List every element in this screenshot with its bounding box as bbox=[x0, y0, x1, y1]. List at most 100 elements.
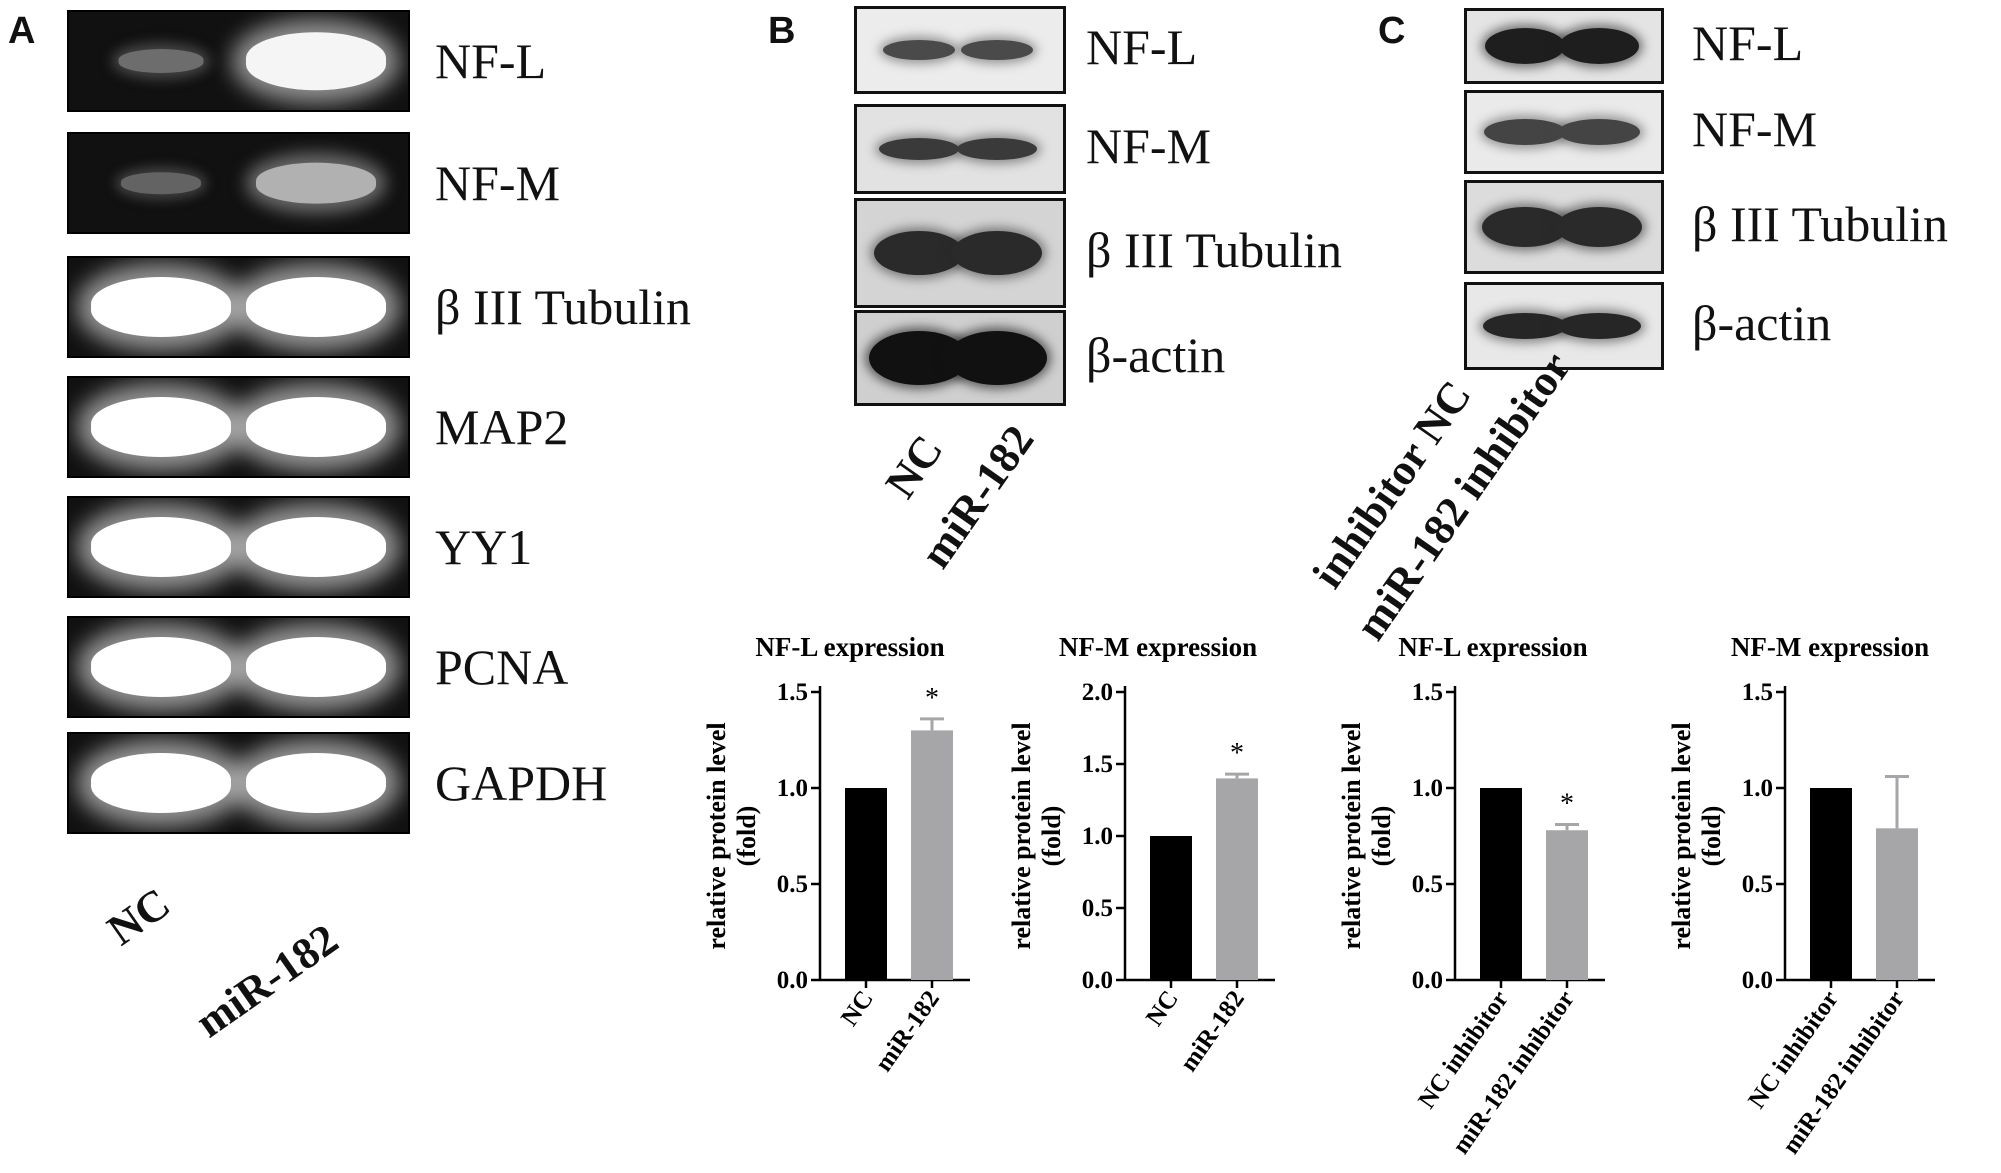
y-tick-label: 0.0 bbox=[777, 967, 808, 994]
lane-label-nc-b: NC bbox=[875, 426, 953, 507]
chart-title: NF-M expression bbox=[1731, 632, 1929, 662]
lane-label-nc-a: NC bbox=[98, 878, 179, 955]
gel-strip-nf-m bbox=[67, 132, 410, 234]
blot-c-band-0-nf-m bbox=[1484, 119, 1567, 145]
significance-mark-1: * bbox=[1230, 738, 1244, 769]
gel-strip-pcna bbox=[67, 616, 410, 718]
blot-b-label-nf-m: NF-M bbox=[1086, 118, 1212, 174]
bar-1 bbox=[1876, 828, 1918, 980]
panel-letter-b: B bbox=[768, 10, 796, 52]
y-tick-label: 1.0 bbox=[1082, 823, 1113, 850]
blot-b-band-0-nf-m bbox=[878, 138, 959, 160]
gel-label-map2: MAP2 bbox=[435, 399, 569, 455]
gel-strip-gapdh bbox=[67, 732, 410, 834]
significance-mark-1: * bbox=[1560, 788, 1574, 819]
blot-c-label--actin: β-actin bbox=[1692, 295, 1832, 351]
y-axis-label: relative protein level(fold) bbox=[1337, 722, 1396, 949]
y-tick-label: 0.0 bbox=[1412, 967, 1443, 994]
blot-b-row--iii-tubulin bbox=[854, 198, 1066, 308]
bar-1 bbox=[911, 730, 953, 980]
blot-c-band-1--iii-tubulin bbox=[1555, 207, 1642, 247]
significance-mark-1: * bbox=[925, 683, 939, 714]
panel-letter-a: A bbox=[8, 10, 36, 52]
x-tick-label-0: NC bbox=[836, 986, 879, 1031]
gel-strip--iii-tubulin bbox=[67, 256, 410, 358]
blot-b-band-1-nf-m bbox=[957, 138, 1038, 160]
blot-c-band-1-nf-m bbox=[1557, 119, 1640, 145]
gel-strip-map2 bbox=[67, 376, 410, 478]
gel-band-mir182-pcna bbox=[246, 637, 387, 697]
y-tick-label: 1.0 bbox=[1412, 775, 1443, 802]
y-tick-label: 0.0 bbox=[1742, 967, 1773, 994]
x-tick-label-1: miR-182 inhibitor bbox=[1777, 986, 1909, 1159]
y-axis-label: relative protein level(fold) bbox=[1667, 722, 1726, 949]
gel-band-mir182-gapdh bbox=[246, 753, 387, 813]
chart-nfm-inhibitor: NF-M expression relative protein level(fo… bbox=[1667, 632, 1935, 1159]
blot-b-band-1--iii-tubulin bbox=[952, 231, 1043, 275]
y-tick-label: 1.5 bbox=[1412, 679, 1443, 706]
blot-b-label--iii-tubulin: β III Tubulin bbox=[1086, 222, 1343, 278]
chart-nfm-mir182: NF-M expression relative protein level(fo… bbox=[1007, 632, 1275, 1077]
y-axis-label-line1: relative protein level bbox=[702, 722, 731, 949]
y-axis-label-line2: (fold) bbox=[1367, 806, 1396, 867]
gel-label-gapdh: GAPDH bbox=[435, 755, 608, 811]
blot-c-row--actin bbox=[1464, 282, 1664, 370]
chart-title: NF-M expression bbox=[1059, 632, 1257, 662]
gel-label-nf-l: NF-L bbox=[435, 33, 547, 89]
gel-label-yy1: YY1 bbox=[435, 519, 533, 575]
bar-0 bbox=[1810, 788, 1852, 980]
chart-nfl-mir182: NF-L expression relative protein level(fo… bbox=[702, 632, 970, 1077]
gel-band-mir182-map2 bbox=[246, 397, 387, 457]
y-tick-label: 0.5 bbox=[1412, 871, 1443, 898]
gel-band-nc-map2 bbox=[90, 397, 231, 457]
blot-c-row--iii-tubulin bbox=[1464, 180, 1664, 274]
y-tick-label: 1.5 bbox=[1082, 751, 1113, 778]
gel-band-mir182--iii-tubulin bbox=[246, 277, 387, 337]
y-tick-label: 0.5 bbox=[1082, 895, 1113, 922]
x-tick-label-1: miR-182 bbox=[1175, 986, 1250, 1077]
blot-b-label-nf-l: NF-L bbox=[1086, 19, 1198, 75]
gel-strip-nf-l bbox=[67, 10, 410, 112]
gel-band-nc-nf-l bbox=[118, 49, 204, 73]
y-axis-label-line2: (fold) bbox=[1697, 806, 1726, 867]
chart-title: NF-L expression bbox=[755, 632, 944, 662]
blot-b-row--actin bbox=[854, 310, 1066, 406]
blot-c-band-1-nf-l bbox=[1558, 28, 1639, 64]
gel-band-mir182-nf-m bbox=[256, 162, 377, 204]
x-tick-label-1: miR-182 bbox=[870, 986, 945, 1077]
bar-0 bbox=[845, 788, 887, 980]
blot-b-band-1-nf-l bbox=[961, 40, 1034, 60]
bar-0 bbox=[1480, 788, 1522, 980]
y-axis-label-line1: relative protein level bbox=[1667, 722, 1696, 949]
y-tick-label: 0.0 bbox=[1082, 967, 1113, 994]
gel-band-mir182-yy1 bbox=[246, 517, 387, 577]
gel-strip-yy1 bbox=[67, 496, 410, 598]
blot-b-band-0--iii-tubulin bbox=[873, 231, 964, 275]
panel-letter-c: C bbox=[1378, 10, 1406, 52]
y-axis-label-line2: (fold) bbox=[732, 806, 761, 867]
blot-c-band-0-nf-l bbox=[1485, 28, 1566, 64]
x-tick-label-1: miR-182 inhibitor bbox=[1447, 986, 1579, 1159]
y-axis-label-line1: relative protein level bbox=[1007, 722, 1036, 949]
blot-c-band-0--actin bbox=[1483, 313, 1568, 339]
chart-nfl-inhibitor: NF-L expression relative protein level(fo… bbox=[1337, 632, 1605, 1159]
blot-c-row-nf-m bbox=[1464, 90, 1664, 174]
gel-band-nc--iii-tubulin bbox=[90, 277, 231, 337]
blot-b-row-nf-l bbox=[854, 6, 1066, 94]
y-tick-label: 1.0 bbox=[777, 775, 808, 802]
bar-0 bbox=[1150, 836, 1192, 980]
blot-b-row-nf-m bbox=[854, 104, 1066, 194]
blot-c-row-nf-l bbox=[1464, 8, 1664, 84]
blot-c-band-1--actin bbox=[1556, 313, 1641, 339]
blot-c-label--iii-tubulin: β III Tubulin bbox=[1692, 196, 1949, 252]
gel-band-mir182-nf-l bbox=[246, 32, 387, 90]
bar-1 bbox=[1216, 778, 1258, 980]
gel-label--iii-tubulin: β III Tubulin bbox=[435, 279, 692, 335]
y-axis-label: relative protein level(fold) bbox=[702, 722, 761, 949]
gel-band-nc-pcna bbox=[90, 637, 231, 697]
y-axis-label-line2: (fold) bbox=[1037, 806, 1066, 867]
y-tick-label: 1.5 bbox=[777, 679, 808, 706]
chart-title: NF-L expression bbox=[1398, 632, 1587, 662]
gel-label-pcna: PCNA bbox=[435, 639, 569, 695]
blot-b-band-1--actin bbox=[947, 331, 1048, 385]
